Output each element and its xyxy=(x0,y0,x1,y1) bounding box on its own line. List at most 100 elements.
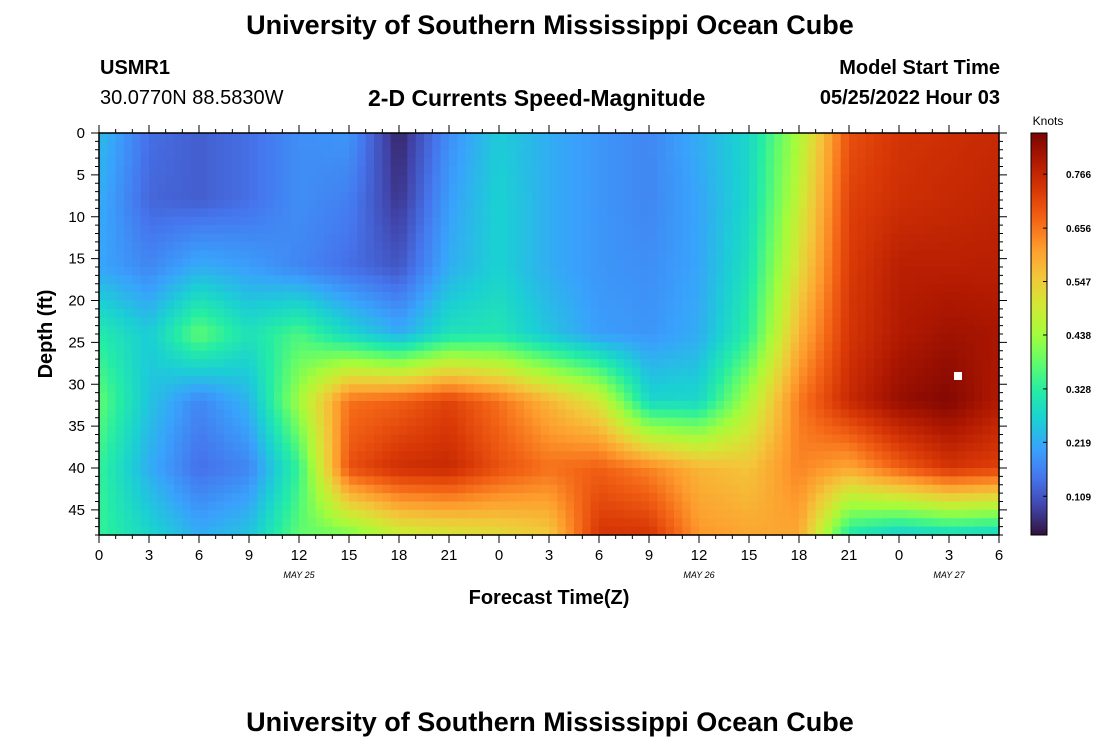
heatmap-cell xyxy=(340,442,350,452)
heatmap-cell xyxy=(690,509,700,519)
heatmap-cell xyxy=(174,375,183,385)
heatmap-cell xyxy=(624,426,633,436)
heatmap-cell xyxy=(815,208,825,218)
heatmap-cell xyxy=(124,308,133,318)
heatmap-cell xyxy=(340,350,350,360)
heatmap-cell xyxy=(940,468,950,477)
heatmap-cell xyxy=(382,183,392,193)
heatmap-cell xyxy=(699,283,708,293)
heatmap-cell xyxy=(274,392,283,402)
heatmap-cell xyxy=(749,468,758,477)
heatmap-cell xyxy=(449,359,458,369)
heatmap-cell xyxy=(499,334,508,343)
heatmap-cell xyxy=(715,317,725,327)
heatmap-cell xyxy=(140,334,150,343)
heatmap-cell xyxy=(799,476,808,486)
heatmap-cell xyxy=(465,133,475,142)
heatmap-cell xyxy=(215,225,225,235)
heatmap-cell xyxy=(865,149,875,159)
heatmap-cell xyxy=(565,359,575,369)
heatmap-cell xyxy=(340,392,350,402)
heatmap-cell xyxy=(715,350,725,360)
heatmap-cell xyxy=(299,158,308,168)
heatmap-cell xyxy=(349,225,358,235)
heatmap-cell xyxy=(107,208,117,218)
heatmap-cell xyxy=(349,208,358,218)
heatmap-cell xyxy=(815,434,825,444)
heatmap-cell xyxy=(257,484,267,494)
heatmap-cell xyxy=(307,401,317,410)
heatmap-cell xyxy=(140,158,150,168)
heatmap-cell xyxy=(607,250,617,260)
heatmap-cell xyxy=(357,468,367,477)
heatmap-cell xyxy=(857,191,867,201)
heatmap-cell xyxy=(482,241,492,251)
heatmap-cell xyxy=(740,501,750,511)
heatmap-cell xyxy=(215,442,225,452)
heatmap-cell xyxy=(499,250,508,260)
heatmap-cell xyxy=(390,141,400,151)
heatmap-cell xyxy=(290,317,300,327)
heatmap-cell xyxy=(990,392,1000,402)
heatmap-cell xyxy=(474,417,483,427)
heatmap-cell xyxy=(482,392,492,402)
heatmap-cell xyxy=(307,468,317,477)
heatmap-cell xyxy=(399,308,408,318)
heatmap-cell xyxy=(557,308,567,318)
heatmap-cell xyxy=(982,325,992,335)
heatmap-cell xyxy=(415,233,425,243)
heatmap-cell xyxy=(907,392,917,402)
heatmap-cell xyxy=(465,275,475,285)
heatmap-cell xyxy=(199,308,208,318)
heatmap-cell xyxy=(599,174,608,184)
heatmap-cell xyxy=(765,158,775,168)
heatmap-cell xyxy=(732,359,742,369)
heatmap-cell xyxy=(582,166,592,176)
heatmap-cell xyxy=(149,133,158,142)
heatmap-cell xyxy=(99,250,108,260)
heatmap-cell xyxy=(649,183,658,193)
heatmap-cell xyxy=(124,484,133,494)
heatmap-cell xyxy=(307,233,317,243)
heatmap-cell xyxy=(474,493,483,503)
heatmap-cell xyxy=(299,208,308,218)
heatmap-cell xyxy=(949,208,958,218)
heatmap-cell xyxy=(949,250,958,260)
heatmap-cell xyxy=(790,225,800,235)
heatmap-cell xyxy=(199,216,208,226)
heatmap-cell xyxy=(532,300,542,310)
heatmap-cell xyxy=(824,459,833,469)
heatmap-cell xyxy=(507,468,517,477)
heatmap-cell xyxy=(940,426,950,436)
heatmap-cell xyxy=(407,367,417,377)
heatmap-cell xyxy=(299,484,308,494)
heatmap-cell xyxy=(140,258,150,268)
heatmap-cell xyxy=(365,133,375,142)
heatmap-cell xyxy=(832,267,842,276)
heatmap-cell xyxy=(815,392,825,402)
heatmap-cell xyxy=(532,417,542,427)
heatmap-cell xyxy=(165,426,175,436)
heatmap-cell xyxy=(840,342,850,352)
heatmap-cell xyxy=(690,225,700,235)
heatmap-cell xyxy=(265,233,275,243)
heatmap-cell xyxy=(232,384,242,394)
heatmap-cell xyxy=(107,233,117,243)
heatmap-cell xyxy=(199,166,208,176)
heatmap-cell xyxy=(282,292,292,302)
heatmap-cell xyxy=(557,233,567,243)
heatmap-cell xyxy=(407,158,417,168)
heatmap-cell xyxy=(799,317,808,327)
heatmap-cell xyxy=(99,241,108,251)
heatmap-cell xyxy=(332,292,342,302)
heatmap-cell xyxy=(657,308,667,318)
heatmap-cell xyxy=(382,250,392,260)
heatmap-cell xyxy=(540,275,550,285)
heatmap-cell xyxy=(665,401,675,410)
heatmap-cell xyxy=(940,325,950,335)
heatmap-cell xyxy=(557,166,567,176)
heatmap-cell xyxy=(882,451,892,461)
heatmap-cell xyxy=(590,200,600,209)
heatmap-cell xyxy=(699,501,708,511)
heatmap-cell xyxy=(407,216,417,226)
